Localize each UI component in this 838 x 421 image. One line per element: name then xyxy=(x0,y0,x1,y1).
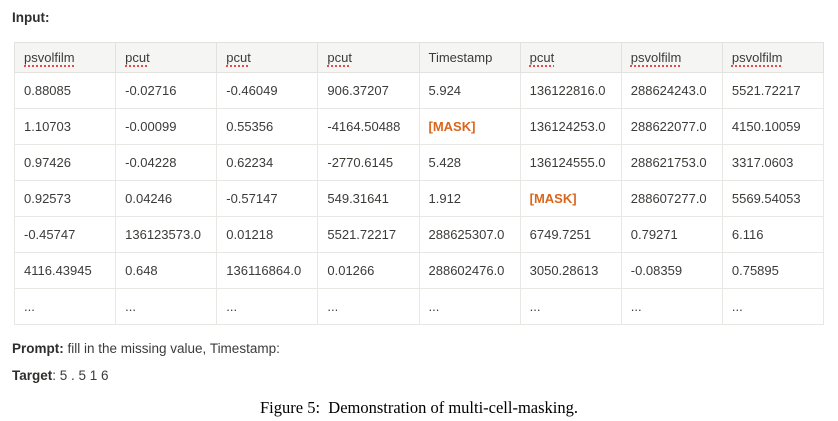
data-cell: 5569.54053 xyxy=(721,180,825,217)
data-cell: ... xyxy=(216,288,319,325)
data-cell: 1.10703 xyxy=(13,108,117,145)
data-cell: -0.57147 xyxy=(216,180,319,217)
data-cell: -0.46049 xyxy=(216,72,319,109)
column-header-label: psvolfilm xyxy=(731,50,783,65)
data-cell: 5.924 xyxy=(418,72,521,109)
column-header: psvolfilm xyxy=(721,42,825,73)
data-cell: 0.62234 xyxy=(216,144,319,181)
data-cell: 5521.72217 xyxy=(721,72,825,109)
data-cell: 0.01218 xyxy=(216,216,319,253)
column-header-label: pcut xyxy=(327,50,352,65)
prompt-label: Prompt: xyxy=(12,341,64,356)
data-cell: 0.55356 xyxy=(216,108,319,145)
target-line: Target: 5 . 5 1 6 xyxy=(12,368,838,384)
table-row: -0.45747 136123573.0 0.01218 5521.72217 2886… xyxy=(13,216,825,253)
input-example-screenshot: Input: psvolfilm pcut pcut pcut Timestamp pcu… xyxy=(0,10,838,384)
data-cell: 136122816.0 xyxy=(519,72,622,109)
figure-caption: Figure 5: Demonstration of multi-cell-ma… xyxy=(259,398,579,417)
data-cell: 549.31641 xyxy=(317,180,420,217)
column-header: pcut xyxy=(115,42,218,73)
table-body: 0.88085 -0.02716 -0.46049 906.37207 5.924 136… xyxy=(13,72,825,325)
data-cell: 288625307.0 xyxy=(418,216,521,253)
target-value: : 5 . 5 1 6 xyxy=(52,368,109,383)
table-row: 0.88085 -0.02716 -0.46049 906.37207 5.924 136… xyxy=(13,72,825,109)
data-cell: 906.37207 xyxy=(317,72,420,109)
mask-cell: [MASK] xyxy=(418,108,521,145)
data-cell: 0.79271 xyxy=(620,216,723,253)
data-cell: 0.01266 xyxy=(317,252,420,289)
data-cell: ... xyxy=(418,288,521,325)
data-cell: ... xyxy=(115,288,218,325)
column-header: psvolfilm xyxy=(620,42,723,73)
data-cell: -4164.50488 xyxy=(317,108,420,145)
column-header-label: psvolfilm xyxy=(24,50,75,65)
data-cell: 3050.28613 xyxy=(519,252,622,289)
table-row: 4116.43945 0.648 136116864.0 0.01266 2886024… xyxy=(13,252,825,289)
data-cell: -0.04228 xyxy=(115,144,218,181)
data-cell: ... xyxy=(13,288,117,325)
data-cell: 136123573.0 xyxy=(115,216,218,253)
data-cell: -2770.6145 xyxy=(317,144,420,181)
mask-cell: [MASK] xyxy=(519,180,622,217)
column-header: psvolfilm xyxy=(13,42,117,73)
data-cell: 6749.7251 xyxy=(519,216,622,253)
data-cell: ... xyxy=(620,288,723,325)
data-cell: 288607277.0 xyxy=(620,180,723,217)
data-cell: 288622077.0 xyxy=(620,108,723,145)
data-cell: 288624243.0 xyxy=(620,72,723,109)
input-label: Input: xyxy=(12,10,50,25)
data-cell: 136124253.0 xyxy=(519,108,622,145)
data-cell: 5.428 xyxy=(418,144,521,181)
column-header: pcut xyxy=(519,42,622,73)
data-cell: 0.97426 xyxy=(13,144,117,181)
column-header: Timestamp xyxy=(418,42,521,73)
data-cell: 288621753.0 xyxy=(620,144,723,181)
target-label: Target xyxy=(12,368,53,383)
data-cell: 6.116 xyxy=(721,216,825,253)
data-cell: 1.912 xyxy=(418,180,521,217)
data-cell: 5521.72217 xyxy=(317,216,420,253)
column-header-label: pcut xyxy=(125,50,150,65)
demo-table: psvolfilm pcut pcut pcut Timestamp pcut psvolf… xyxy=(13,42,825,325)
table-row: 0.92573 0.04246 -0.57147 549.31641 1.912 [MAS… xyxy=(13,180,825,217)
column-header: pcut xyxy=(216,42,319,73)
table-row: 1.10703 -0.00099 0.55356 -4164.50488 [MASK] 1… xyxy=(13,108,825,145)
data-cell: 4150.10059 xyxy=(721,108,825,145)
data-cell: 3317.0603 xyxy=(721,144,825,181)
data-cell: ... xyxy=(317,288,420,325)
data-cell: ... xyxy=(721,288,825,325)
data-cell: 0.75895 xyxy=(721,252,825,289)
data-cell: 0.648 xyxy=(115,252,218,289)
data-cell: ... xyxy=(519,288,622,325)
column-header-label: pcut xyxy=(226,50,251,65)
data-cell: -0.02716 xyxy=(115,72,218,109)
table-header: psvolfilm pcut pcut pcut Timestamp pcut psvolf… xyxy=(13,42,825,73)
data-cell: 4116.43945 xyxy=(13,252,117,289)
table-row: 0.97426 -0.04228 0.62234 -2770.6145 5.428 136… xyxy=(13,144,825,181)
column-header-label: pcut xyxy=(529,50,555,65)
column-header-label: psvolfilm xyxy=(630,50,682,65)
header-row: psvolfilm pcut pcut pcut Timestamp pcut psvolf… xyxy=(13,42,825,73)
data-cell: -0.45747 xyxy=(13,216,117,253)
prompt-text: fill in the missing value, Timestamp: xyxy=(63,341,280,356)
data-cell: 136124555.0 xyxy=(519,144,622,181)
column-header-label: Timestamp xyxy=(428,50,493,65)
data-cell: 288602476.0 xyxy=(418,252,521,289)
data-cell: 0.88085 xyxy=(13,72,117,109)
data-cell: 136116864.0 xyxy=(216,252,319,289)
data-cell: -0.08359 xyxy=(620,252,723,289)
table-row: ........................ xyxy=(13,288,825,325)
prompt-line: Prompt: fill in the missing value, Times… xyxy=(12,341,838,357)
data-cell: -0.00099 xyxy=(115,108,218,145)
column-header: pcut xyxy=(317,42,420,73)
data-cell: 0.92573 xyxy=(13,180,117,217)
data-cell: 0.04246 xyxy=(115,180,218,217)
